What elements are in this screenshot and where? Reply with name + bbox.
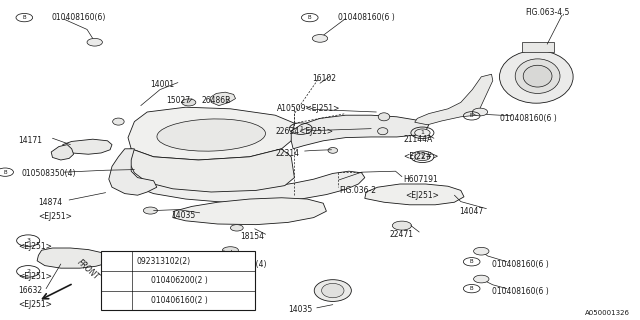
Text: 1: 1 [420,154,424,159]
Text: 010408160(6 ): 010408160(6 ) [492,287,548,296]
Text: B: B [140,298,144,303]
Ellipse shape [314,280,351,301]
Text: 092313102(2): 092313102(2) [137,257,191,266]
Polygon shape [51,145,74,160]
Circle shape [415,129,430,137]
Text: 16632: 16632 [18,286,42,295]
Text: B: B [470,113,474,118]
Polygon shape [128,107,294,160]
Text: 18154: 18154 [240,232,264,241]
Text: <EJ22#>: <EJ22#> [403,152,438,161]
Text: 010508350(4): 010508350(4) [212,260,267,269]
Text: 010406160(2 ): 010406160(2 ) [151,296,208,305]
Text: B: B [182,260,186,266]
Text: 010508350(4): 010508350(4) [22,169,76,178]
Ellipse shape [515,59,560,93]
Ellipse shape [378,128,388,135]
Ellipse shape [182,99,196,106]
Text: 14047: 14047 [460,207,484,216]
Text: B: B [140,278,144,283]
Text: 1: 1 [420,130,424,135]
Circle shape [474,275,489,283]
Polygon shape [365,184,464,205]
Ellipse shape [138,252,149,265]
Text: A050001326: A050001326 [586,310,630,316]
Text: <EJ251>: <EJ251> [18,242,52,251]
Text: 22471: 22471 [389,230,413,239]
Text: 14874: 14874 [38,198,63,207]
Polygon shape [210,92,236,106]
Polygon shape [37,248,110,268]
Ellipse shape [157,119,266,151]
Text: 1: 1 [299,126,303,131]
Bar [522,42,554,52]
Ellipse shape [223,247,238,254]
Text: 14001: 14001 [150,80,175,89]
Text: H607191: H607191 [403,175,438,184]
Text: FRONT: FRONT [76,258,101,282]
Text: 14171: 14171 [18,136,42,145]
Circle shape [474,247,489,255]
Text: 3: 3 [113,298,117,303]
Text: 2: 2 [113,278,117,283]
Circle shape [87,38,102,46]
Polygon shape [63,139,112,154]
Ellipse shape [328,148,338,153]
Polygon shape [415,74,493,125]
Polygon shape [291,115,429,149]
Text: B: B [3,170,7,175]
Ellipse shape [378,113,390,121]
Text: B: B [470,259,474,264]
Text: <EJ251>: <EJ251> [405,191,439,200]
Text: A10509<EJ251>: A10509<EJ251> [276,104,340,113]
Text: 010408160(6 ): 010408160(6 ) [338,13,395,22]
Text: 26486B: 26486B [202,96,231,105]
Circle shape [312,35,328,42]
Text: 21144A: 21144A [403,135,433,144]
Polygon shape [141,171,365,202]
Text: A50635: A50635 [186,278,215,287]
Text: B: B [470,286,474,291]
Text: <EJ251>: <EJ251> [18,300,52,309]
Text: FIG.063-4,5: FIG.063-4,5 [525,8,569,17]
Ellipse shape [392,221,412,230]
Text: 2: 2 [26,269,30,274]
Text: 22314: 22314 [275,149,300,158]
Text: FIG.036-2: FIG.036-2 [339,186,376,195]
Text: B: B [308,15,312,20]
Text: 1: 1 [113,259,117,264]
Text: 010406200(2 ): 010406200(2 ) [151,276,208,285]
Ellipse shape [322,284,344,298]
Text: 15027: 15027 [166,96,191,105]
Text: 010408160(6 ): 010408160(6 ) [492,260,548,268]
Text: <EJ251>: <EJ251> [38,212,72,221]
Ellipse shape [230,225,243,231]
FancyBboxPatch shape [101,251,255,310]
Text: 010408160(6 ): 010408160(6 ) [500,114,557,123]
Text: 16102: 16102 [312,74,337,83]
Circle shape [415,153,430,161]
Text: 14035: 14035 [288,305,312,314]
Polygon shape [125,149,294,192]
Ellipse shape [499,51,573,103]
Text: B: B [22,15,26,20]
Text: 3: 3 [26,238,30,243]
Polygon shape [173,198,326,225]
Polygon shape [109,149,157,195]
Ellipse shape [143,207,157,214]
Ellipse shape [113,118,124,125]
Text: 22634<EJ251>: 22634<EJ251> [275,127,333,136]
Text: <EJ251>: <EJ251> [18,272,52,281]
Text: 010408160(6): 010408160(6) [52,13,106,22]
Text: 14035: 14035 [172,211,196,220]
Ellipse shape [524,65,552,87]
Bar [104,252,143,265]
Circle shape [472,108,488,116]
